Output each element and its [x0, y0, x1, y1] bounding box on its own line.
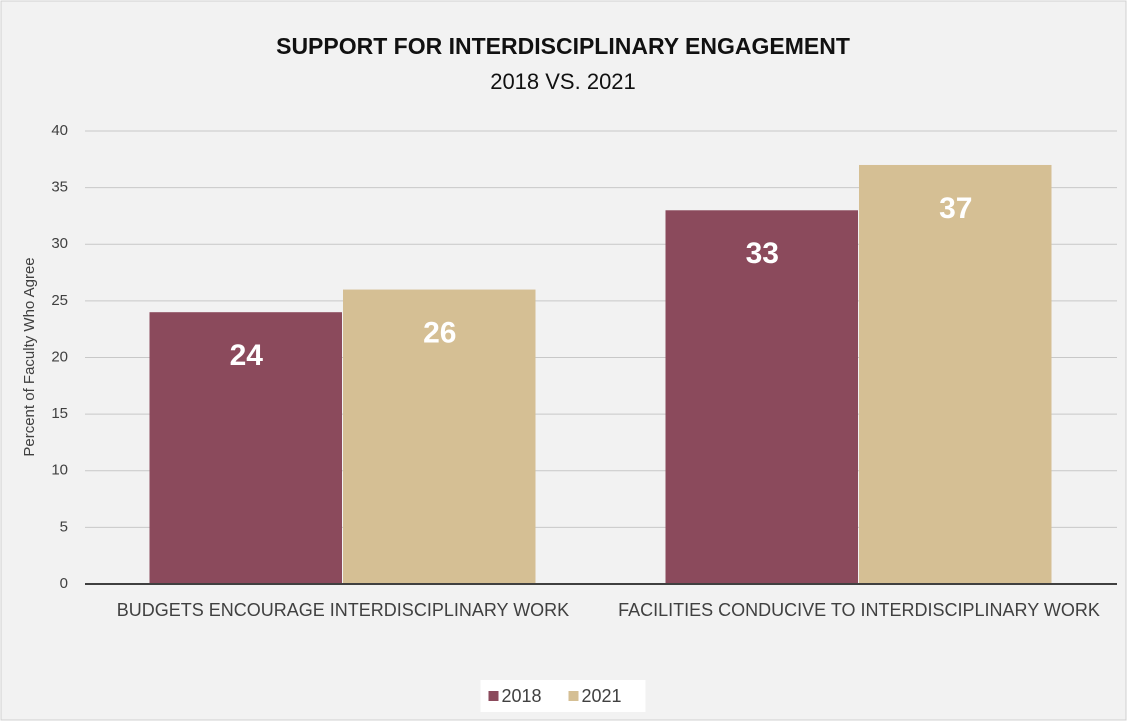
y-tick-label: 0 — [60, 575, 68, 592]
x-tick-label: BUDGETS ENCOURAGE INTERDISCIPLINARY WORK — [116, 600, 570, 620]
data-label: 37 — [939, 192, 972, 225]
x-tick-label-box: BUDGETS ENCOURAGE INTERDISCIPLINARY WORK — [116, 600, 570, 620]
x-tick-label-box: FACILITIES CONDUCIVE TO INTERDISCIPLINAR… — [618, 600, 1100, 620]
y-tick-label: 20 — [51, 348, 68, 365]
y-tick-label: 40 — [51, 122, 68, 139]
bar — [149, 312, 342, 584]
y-axis-label: Percent of Faculty Who Agree — [21, 257, 38, 456]
y-tick-label: 30 — [51, 235, 68, 252]
y-tick-label: 5 — [60, 518, 68, 535]
legend-box — [480, 680, 646, 712]
legend-label: 2018 — [502, 686, 542, 706]
legend-swatch — [488, 691, 499, 701]
bar — [665, 210, 858, 584]
chart-title: SUPPORT FOR INTERDISCIPLINARY ENGAGEMENT — [276, 33, 850, 59]
data-label: 33 — [746, 237, 779, 270]
bar — [343, 289, 536, 584]
legend-swatch — [568, 691, 579, 701]
y-tick-label: 10 — [51, 462, 68, 479]
data-label: 26 — [423, 316, 456, 349]
data-label: 24 — [230, 339, 264, 372]
x-tick-label: FACILITIES CONDUCIVE TO INTERDISCIPLINAR… — [618, 600, 1100, 620]
bar — [859, 164, 1052, 584]
legend-label: 2021 — [582, 686, 622, 706]
y-tick-label: 35 — [51, 179, 68, 196]
chart-subtitle: 2018 VS. 2021 — [490, 69, 636, 94]
y-tick-label: 15 — [51, 405, 68, 422]
y-tick-label: 25 — [51, 292, 68, 309]
